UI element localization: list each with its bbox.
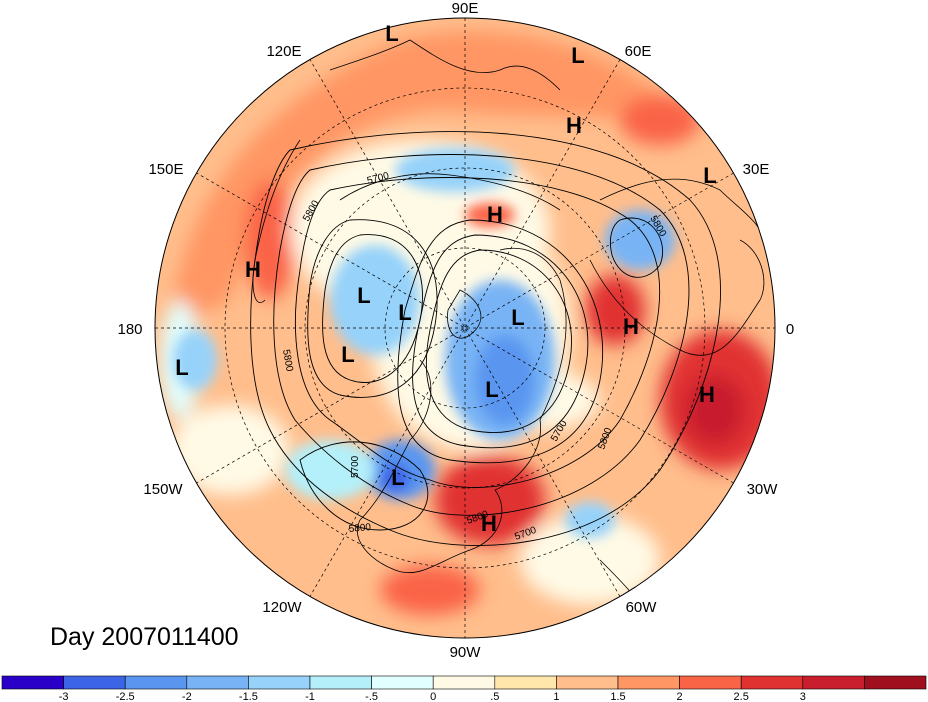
pressure-center-low: L [511,305,524,330]
pressure-center-high: H [245,257,261,282]
lon-label-120e: 120E [266,43,301,60]
pressure-center-low: L [485,377,498,402]
pressure-center-high: H [699,382,715,407]
colorbar-tick-label: .5 [490,691,499,702]
lon-label-180: 180 [117,321,142,338]
lon-label-90e: 90E [452,0,479,17]
colorbar-box [432,675,496,690]
colorbar-box [494,675,557,690]
pressure-center-low: L [398,300,411,325]
colorbar-labels: -3 -2.5 -2 -1.5 -1 -.5 0 .5 1 1.5 2 2.5 3 [59,691,806,702]
lon-label-30w: 30W [747,481,779,498]
pressure-center-high: H [623,314,639,339]
colorbar-box [740,675,804,690]
pressure-center-low: L [341,342,354,367]
colorbar-tick-label: 3 [800,691,806,702]
longitude-labels: 90E 60E 30E 0 30W 60W 90W 120W 150W 180 … [117,0,794,661]
lon-label-150e: 150E [148,161,183,178]
pressure-center-low: L [703,163,716,188]
colorbar-tick-label: 0 [430,691,436,702]
pressure-center-low: L [175,355,188,380]
lon-label-30e: 30E [743,161,770,178]
anomaly-field [155,18,775,638]
colorbar-box [186,675,249,690]
pressure-center-high: H [481,511,497,536]
colorbar-box [124,675,188,690]
map-boundary [154,17,776,639]
lon-label-60e: 60E [625,43,652,60]
colorbar-box [1,675,64,690]
colorbar-tick-label: -1.5 [239,691,258,702]
colorbar-tick-label: 2 [677,691,683,702]
pressure-centers: L L H L H H L L L L H H L L H L [175,21,716,536]
lon-label-120w: 120W [262,599,302,616]
colorbar-box [248,675,311,690]
colorbar-box [63,675,126,690]
colorbar-box [371,675,434,690]
colorbar: -3 -2.5 -2 -1.5 -1 -.5 0 .5 1 1.5 2 2.5 3 [1,675,927,702]
pressure-center-low: L [357,283,370,308]
colorbar-box [679,675,742,690]
colorbar-boxes [1,675,927,690]
pressure-center-high: H [566,113,582,138]
colorbar-tick-label: -2.5 [116,691,135,702]
colorbar-tick-label: -.5 [365,691,378,702]
lon-label-150w: 150W [143,481,183,498]
colorbar-tick-label: 1.5 [610,691,625,702]
colorbar-tick-label: 2.5 [734,691,749,702]
colorbar-box [864,675,927,690]
colorbar-box [617,675,680,690]
graticule [155,18,775,638]
height-contours [250,131,721,547]
colorbar-tick-label: 1 [553,691,559,702]
contour-label: 5700 [350,455,361,478]
colorbar-box [556,675,619,690]
day-label: Day 2007011400 [50,623,239,651]
pressure-center-low: L [391,465,404,490]
colorbar-box [309,675,372,690]
colorbar-tick-label: -3 [59,691,69,702]
pressure-center-high: H [487,202,503,227]
colorbar-tick-label: -1 [305,691,315,702]
contour-label: 5800 [280,349,295,373]
contour-label: 5800 [348,522,372,535]
lon-label-60w: 60W [626,599,658,616]
lon-label-90w: 90W [450,644,482,661]
colorbar-box [802,675,865,690]
pressure-center-low: L [385,21,398,46]
pressure-center-low: L [571,43,584,68]
colorbar-tick-label: -2 [182,691,192,702]
lon-label-0: 0 [786,321,794,338]
